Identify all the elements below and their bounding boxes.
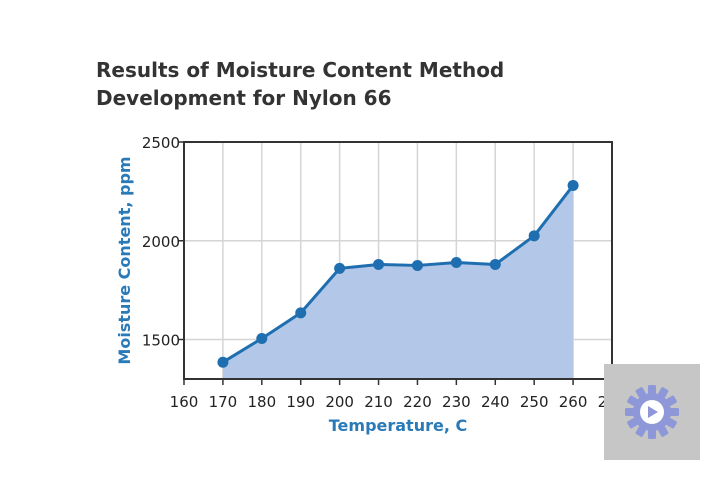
x-tick-label: 230: [442, 393, 471, 411]
y-tick-label: 1500: [142, 332, 180, 350]
x-tick-label: 260: [559, 393, 588, 411]
data-point: [334, 262, 346, 274]
x-tick-label: 160: [170, 393, 199, 411]
data-point: [295, 307, 307, 319]
data-points: [217, 179, 579, 368]
y-tick-label: 2000: [142, 233, 180, 251]
x-axis-label: Temperature, C: [329, 416, 467, 435]
x-tick-label: 180: [247, 393, 276, 411]
chart-title-line-2: Development for Nylon 66: [96, 86, 392, 110]
series-line: [222, 184, 575, 364]
data-point: [567, 179, 579, 191]
plot-frame: [183, 141, 613, 380]
axis-ticks: 1601701801902002102202302402502602701500…: [142, 134, 627, 411]
x-tick-label: 210: [364, 393, 393, 411]
x-tick-label: 170: [209, 393, 238, 411]
gear-play-icon: [625, 385, 679, 439]
chart-title: Results of Moisture Content Method Devel…: [96, 56, 556, 112]
area-fill: [222, 185, 574, 379]
settings-overlay-button[interactable]: [604, 364, 700, 460]
x-tick-label: 190: [286, 393, 315, 411]
x-tick-label: 240: [481, 393, 510, 411]
data-point: [373, 258, 385, 270]
x-tick-label: 250: [520, 393, 549, 411]
data-point: [489, 258, 501, 270]
x-tick-label: 220: [403, 393, 432, 411]
data-point: [411, 259, 423, 271]
chart-title-line-1: Results of Moisture Content Method: [96, 58, 505, 82]
y-axis-label: Moisture Content, ppm: [115, 156, 134, 364]
y-tick-label: 2500: [142, 134, 180, 152]
data-point: [217, 356, 229, 368]
data-point: [528, 230, 540, 242]
data-point: [256, 333, 268, 345]
x-tick-label: 200: [325, 393, 354, 411]
data-point: [450, 256, 462, 268]
